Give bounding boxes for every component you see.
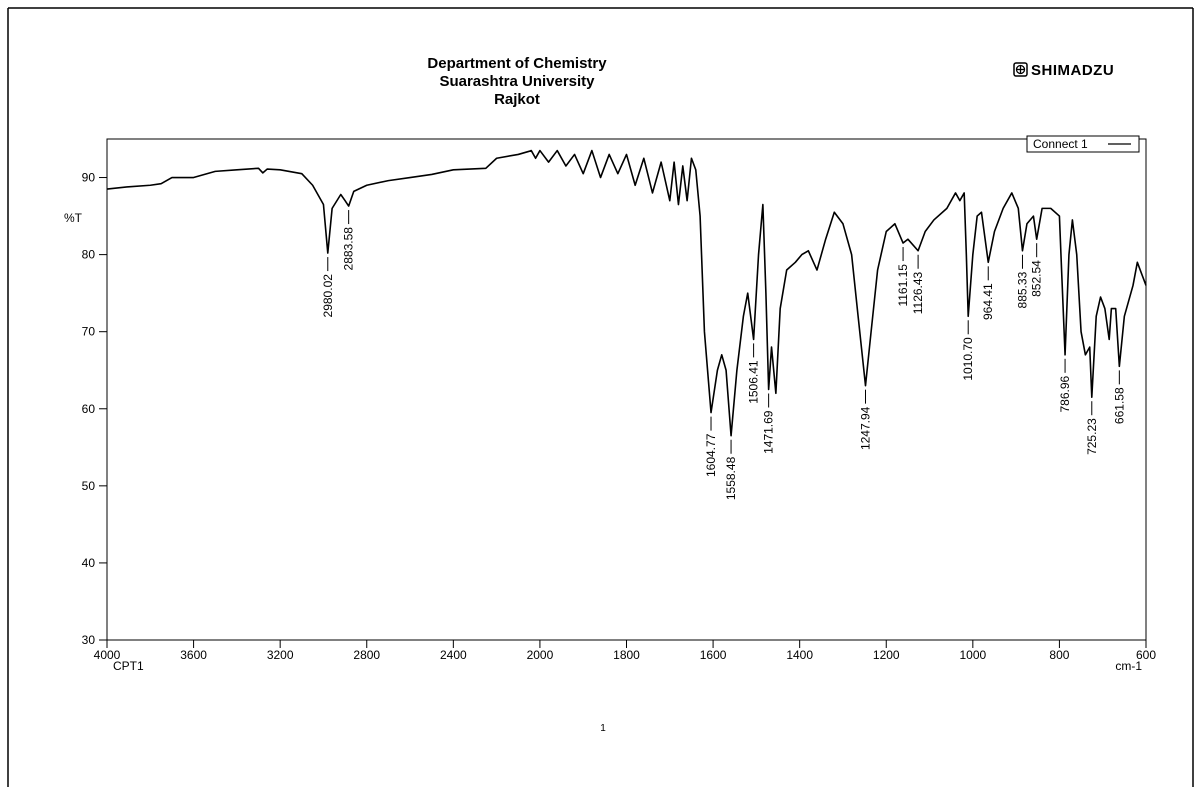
y-tick-label: 30 [82,633,96,647]
legend-box [1026,135,1140,153]
chart-subtitle: Rajkot [494,91,540,108]
peak-label: 1161.15 [896,264,910,307]
chart-title: Department of Chemistry [427,55,607,72]
spectrum-line [106,149,1147,437]
plot-frame [106,138,1147,641]
peak-label: 1247.94 [858,406,872,450]
peak-label: 2883.58 [342,227,356,271]
x-tick-label: 1600 [700,648,727,662]
y-tick-label: 80 [82,248,96,262]
peak-label: 786.96 [1058,375,1072,412]
peak-label: 885.33 [1015,271,1029,308]
y-axis-label: %T [64,211,83,225]
peak-label: 1010.70 [961,337,975,381]
x-tick-label: 1800 [613,648,640,662]
peak-label: 2980.02 [321,274,335,318]
y-tick-label: 50 [82,479,96,493]
x-tick-label: 800 [1049,648,1069,662]
y-tick-label: 70 [82,325,96,339]
x-tick-label: 2000 [527,648,554,662]
x-tick-label: 1000 [959,648,986,662]
y-tick-label: 40 [82,556,96,570]
peak-label: 1506.41 [747,360,761,404]
peak-label: 964.41 [981,283,995,320]
x-tick-label: 1200 [873,648,900,662]
y-tick-label: 90 [82,171,96,185]
peak-label: 852.54 [1030,260,1044,297]
peak-label: 1558.48 [724,456,738,500]
x-tick-label: 2800 [353,648,380,662]
x-tick-label: 3600 [180,648,207,662]
legend-label: Connect 1 [1033,137,1088,151]
x-tick-label: 4000 [94,648,121,662]
peak-label: 1471.69 [762,410,776,454]
y-tick-label: 60 [82,402,96,416]
peak-label: 1604.77 [704,433,718,477]
x-axis-label: cm-1 [1115,659,1142,673]
peak-label: 725.23 [1085,418,1099,455]
brand-logo [1013,62,1028,77]
page-number: 1 [600,723,606,734]
brand: SHIMADZU [1031,62,1114,79]
x-tick-label: 1400 [786,648,813,662]
chart-subtitle: Suarashtra University [439,73,595,90]
x-tick-label: 3200 [267,648,294,662]
peak-label: 1126.43 [911,271,925,314]
x-tick-label: 600 [1136,648,1156,662]
peak-label: 661.58 [1112,387,1126,424]
x-tick-label: 2400 [440,648,467,662]
sample-label: CPT1 [113,659,144,673]
